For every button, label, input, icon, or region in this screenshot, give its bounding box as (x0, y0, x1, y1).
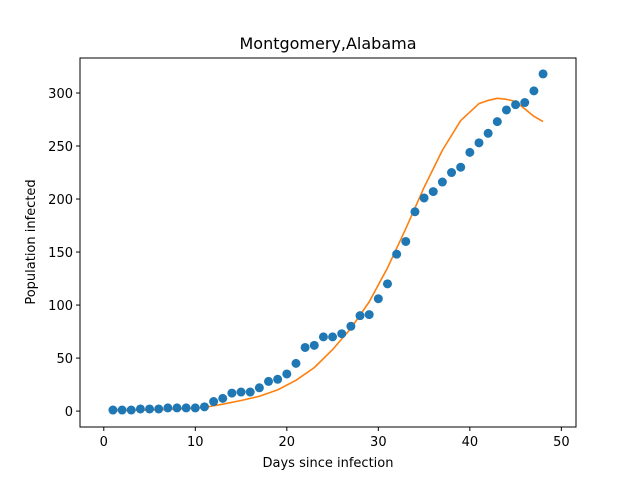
data-point (346, 321, 356, 331)
y-tick-label: 250 (48, 140, 73, 155)
x-tick-label: 20 (279, 435, 296, 450)
data-point (145, 404, 155, 414)
data-point (355, 311, 365, 321)
data-point (163, 403, 173, 413)
data-point (419, 193, 429, 203)
data-point (190, 403, 200, 413)
data-point (135, 404, 145, 414)
data-point (199, 402, 209, 412)
data-point (492, 117, 502, 127)
plot-area: 0 10 20 30 40 50 0 50 100 150 200 250 300 (48, 57, 577, 450)
x-tick-label: 0 (100, 435, 108, 450)
data-point (209, 397, 219, 407)
data-point (300, 342, 310, 352)
data-point (520, 98, 530, 108)
y-axis: 0 50 100 150 200 250 300 (48, 87, 80, 420)
plot-frame (79, 57, 577, 428)
data-point (337, 329, 347, 339)
data-point (309, 340, 319, 350)
data-point (392, 249, 402, 259)
data-point (117, 405, 127, 415)
data-point (108, 405, 118, 415)
x-tick-label: 10 (187, 435, 204, 450)
data-point (501, 105, 511, 115)
data-point (511, 100, 521, 110)
data-point (410, 207, 420, 217)
data-point (373, 294, 383, 304)
data-point (483, 128, 493, 138)
data-point (538, 69, 548, 79)
chart-title: Montgomery,Alabama (239, 34, 416, 53)
y-tick-label: 50 (56, 352, 73, 367)
data-point (126, 405, 136, 415)
data-points-layer (108, 69, 548, 415)
data-point (264, 376, 274, 386)
data-point (218, 393, 228, 403)
x-tick-label: 30 (370, 435, 387, 450)
data-point (172, 403, 182, 413)
y-tick-label: 0 (65, 405, 73, 420)
y-tick-label: 100 (48, 299, 73, 314)
data-point (529, 86, 539, 96)
x-tick-label: 40 (462, 435, 479, 450)
data-point (318, 332, 328, 342)
y-tick-label: 150 (48, 246, 73, 261)
data-point (474, 138, 484, 148)
data-point (245, 387, 255, 397)
x-axis: 0 10 20 30 40 50 (100, 427, 570, 450)
data-point (236, 387, 246, 397)
data-point (328, 332, 338, 342)
y-tick-label: 200 (48, 193, 73, 208)
data-point (154, 404, 164, 414)
data-point (456, 162, 466, 172)
y-tick-label: 300 (48, 87, 73, 102)
data-point (181, 403, 191, 413)
y-axis-title: Population infected (24, 179, 39, 304)
data-point (282, 369, 292, 379)
data-point (382, 279, 392, 289)
data-point (227, 388, 237, 398)
data-point (447, 168, 457, 178)
x-axis-title: Days since infection (263, 456, 394, 471)
data-point (465, 147, 475, 157)
data-point (254, 383, 264, 393)
x-tick-label: 50 (553, 435, 570, 450)
data-point (401, 236, 411, 246)
data-point (364, 310, 374, 320)
data-point (428, 187, 438, 197)
data-point (437, 177, 447, 187)
data-point (273, 374, 283, 384)
data-point (291, 358, 301, 368)
